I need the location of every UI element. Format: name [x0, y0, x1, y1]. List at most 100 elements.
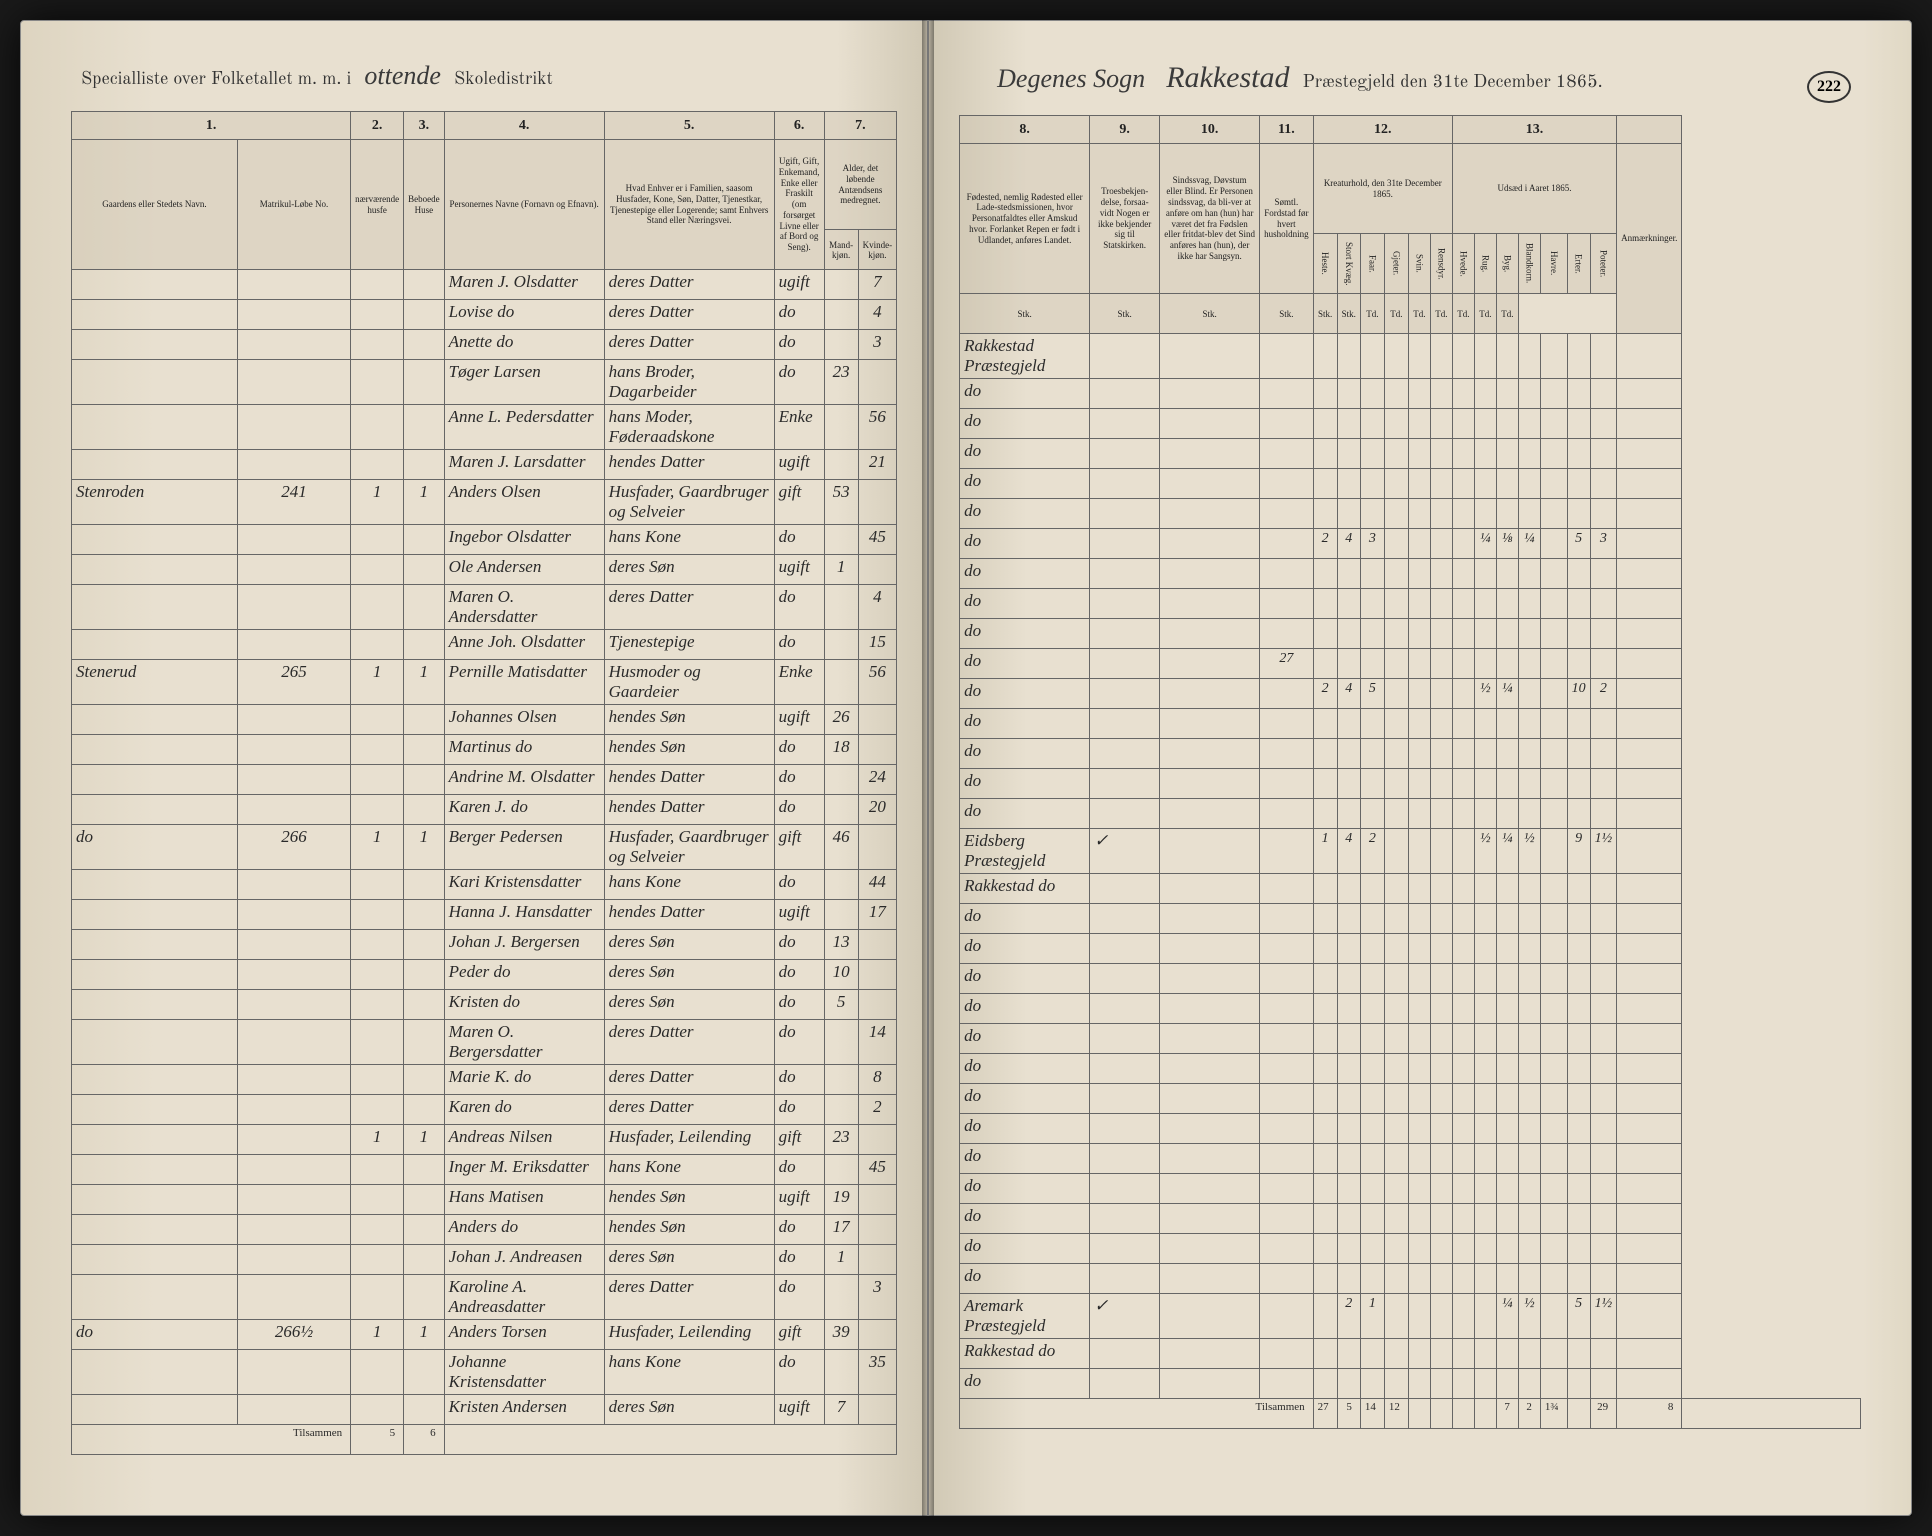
- cell-right: [1540, 904, 1567, 934]
- cell-right: [1090, 994, 1160, 1024]
- cell-right: [1518, 1264, 1540, 1294]
- cell-right: [1540, 1339, 1567, 1369]
- cell-mn: 266½: [237, 1320, 350, 1350]
- cell-name: Ingebor Olsdatter: [444, 525, 604, 555]
- cell-right: [1384, 1204, 1408, 1234]
- cell-right: [1590, 739, 1617, 769]
- cell-pos: hendes Søn: [604, 1215, 774, 1245]
- cell-right: [1540, 1234, 1567, 1264]
- cell-h: [351, 1245, 404, 1275]
- cell-right: [1360, 1084, 1384, 1114]
- cell-right: [1474, 799, 1496, 829]
- cell-right: [1384, 829, 1408, 874]
- cell-right: [1474, 379, 1496, 409]
- cell-right: [1384, 1339, 1408, 1369]
- cell-right: [1313, 589, 1337, 619]
- cell-right: [1617, 904, 1682, 934]
- cell-right: [1260, 1024, 1314, 1054]
- cell-mn: [237, 1245, 350, 1275]
- cell-right: ¼: [1496, 829, 1518, 874]
- cell-pos: deres Søn: [604, 555, 774, 585]
- cell-right: 2: [1360, 829, 1384, 874]
- cell-right: [1090, 1339, 1160, 1369]
- cell-right: [1313, 1054, 1337, 1084]
- cell-right: [1518, 679, 1540, 709]
- cell-right: [1260, 334, 1314, 379]
- cell-right: [1408, 1204, 1430, 1234]
- cell-right: [1313, 904, 1337, 934]
- cell-right: [1160, 709, 1260, 739]
- cell-right: [1496, 709, 1518, 739]
- cell-m: 1: [824, 1245, 858, 1275]
- cell-right: [1360, 874, 1384, 904]
- col-4: 4.: [444, 112, 604, 140]
- cell-right: [1384, 1054, 1408, 1084]
- footer-total: 12: [1384, 1399, 1408, 1429]
- cell-pos: deres Datter: [604, 1095, 774, 1125]
- cell-right: [1617, 529, 1682, 559]
- cell-right: [1384, 739, 1408, 769]
- cell-right: 1½: [1590, 829, 1617, 874]
- cell-h: [351, 1350, 404, 1395]
- cell-mn: [237, 735, 350, 765]
- cell-right: [1590, 619, 1617, 649]
- cell-right: 2: [1337, 1294, 1360, 1339]
- sogn-name: Rakkestad: [1166, 61, 1289, 94]
- cell-right: [1617, 964, 1682, 994]
- cell-right: [1617, 994, 1682, 1024]
- cell-right: 2: [1313, 529, 1337, 559]
- census-row: Maren O. Bergersdatterderes Datterdo14: [72, 1020, 897, 1065]
- cell-right: [1384, 1369, 1408, 1399]
- cell-right: [1360, 439, 1384, 469]
- cell-f: [404, 990, 445, 1020]
- cell-k: 3: [858, 1275, 897, 1320]
- footer-f: 6: [404, 1425, 445, 1455]
- cell-right: [1474, 934, 1496, 964]
- cell-right: [1452, 934, 1474, 964]
- cell-pos: deres Søn: [604, 930, 774, 960]
- cell-right: [1408, 334, 1430, 379]
- cell-right: [1408, 1024, 1430, 1054]
- cell-right: [1408, 934, 1430, 964]
- cell-right: [1474, 499, 1496, 529]
- cell-right: [1567, 1054, 1590, 1084]
- cell-pos: hendes Datter: [604, 900, 774, 930]
- cell-right: [1313, 409, 1337, 439]
- cell-right: ✓: [1090, 829, 1160, 874]
- col-2: 2.: [351, 112, 404, 140]
- cell-name: Karen do: [444, 1095, 604, 1125]
- cell-right: [1474, 1024, 1496, 1054]
- cell-right: [1590, 1264, 1617, 1294]
- cell-m: [824, 300, 858, 330]
- cell-right: [1518, 1054, 1540, 1084]
- cell-right: [1360, 1339, 1384, 1369]
- cell-pos: hans Broder, Dagarbeider: [604, 360, 774, 405]
- cell-right: [1430, 874, 1452, 904]
- cell-right: [1567, 1234, 1590, 1264]
- cell-stat: do: [774, 795, 824, 825]
- cell-right: [1518, 1339, 1540, 1369]
- col-10-desc: Sindssvag, Døvstum eller Blind. Er Perso…: [1160, 144, 1260, 294]
- cell-right: [1567, 1024, 1590, 1054]
- cell-name: Anders Torsen: [444, 1320, 604, 1350]
- cell-right: [1496, 1174, 1518, 1204]
- cell-h: [351, 405, 404, 450]
- livestock-header: Svin.: [1408, 234, 1430, 294]
- cell-right: [1160, 559, 1260, 589]
- cell-right: [1518, 769, 1540, 799]
- cell-right: [1452, 529, 1474, 559]
- cell-right: [1384, 589, 1408, 619]
- cell-right: [1590, 769, 1617, 799]
- cell-place: [72, 525, 238, 555]
- cell-right: [1384, 1294, 1408, 1339]
- cell-right: [1408, 649, 1430, 679]
- cell-stat: ugift: [774, 1395, 824, 1425]
- cell-right: [1313, 1234, 1337, 1264]
- cell-right: [1260, 829, 1314, 874]
- cell-right: [1590, 799, 1617, 829]
- cell-name: Karoline A. Andreasdatter: [444, 1275, 604, 1320]
- cell-right: [1360, 589, 1384, 619]
- cell-right: [1496, 619, 1518, 649]
- left-page: Specialliste over Folketallet m. m. i ot…: [20, 20, 928, 1516]
- cell-right: [1474, 1294, 1496, 1339]
